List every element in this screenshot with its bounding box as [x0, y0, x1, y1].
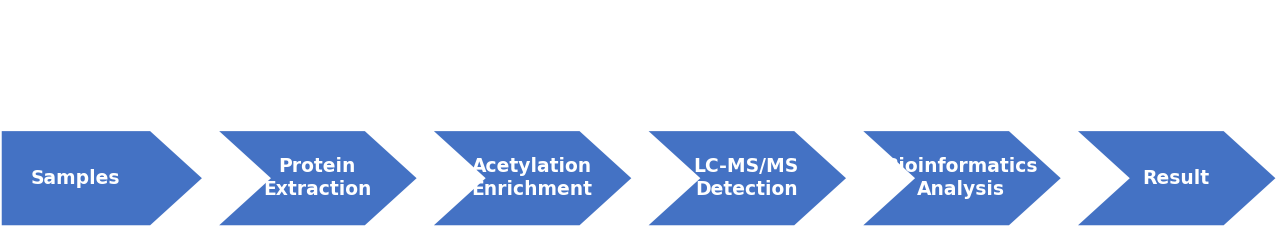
Polygon shape	[215, 129, 419, 227]
Text: Samples: Samples	[31, 169, 120, 188]
Text: Acetylation
Enrichment: Acetylation Enrichment	[472, 157, 592, 200]
Polygon shape	[429, 129, 634, 227]
Polygon shape	[0, 129, 204, 227]
Polygon shape	[1074, 129, 1278, 227]
Polygon shape	[644, 129, 849, 227]
Text: Protein
Extraction: Protein Extraction	[263, 157, 371, 200]
Text: Result: Result	[1143, 169, 1209, 188]
Text: LC-MS/MS
Detection: LC-MS/MS Detection	[694, 157, 799, 200]
Polygon shape	[859, 129, 1063, 227]
Text: Bioinformatics
Analysis: Bioinformatics Analysis	[884, 157, 1038, 200]
